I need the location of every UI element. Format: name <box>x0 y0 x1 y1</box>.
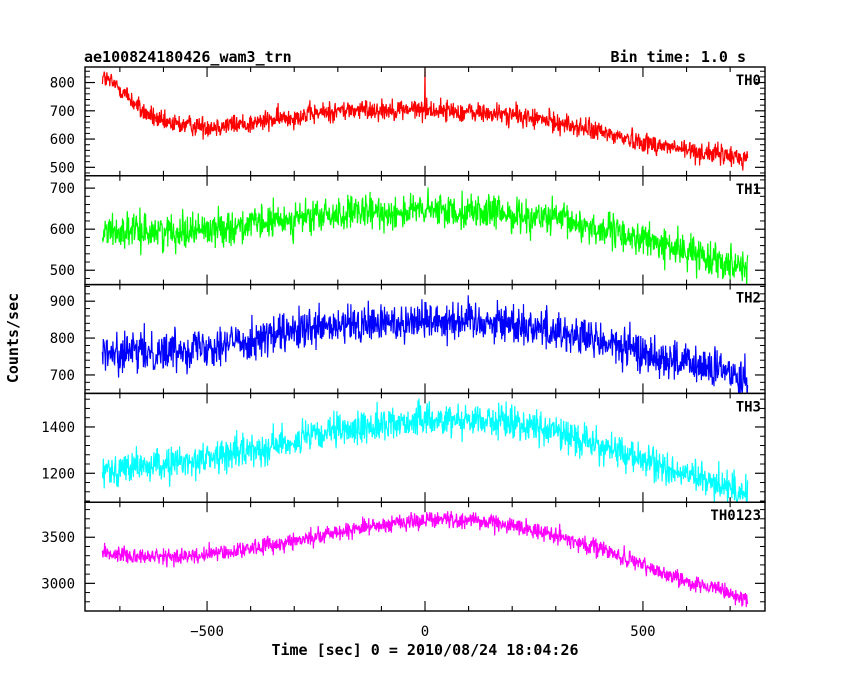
y-tick-label: 3500 <box>41 530 75 546</box>
y-tick-label: 500 <box>50 263 75 279</box>
panel-th2: 700 800 900 TH2 <box>50 283 766 395</box>
x-tick-label: 500 <box>630 624 655 640</box>
panel-th0: 500 600 700 800 TH0 <box>50 66 766 177</box>
y-tick-label: 700 <box>50 181 75 197</box>
x-axis-label: Time [sec] 0 = 2010/08/24 18:04:26 <box>271 641 578 659</box>
y-tick-label: 500 <box>50 160 75 176</box>
y-tick-label: 700 <box>50 368 75 384</box>
y-tick-label: 1200 <box>41 466 75 482</box>
panel-frame-th2 <box>84 283 766 395</box>
x-tick-label: −500 <box>190 624 224 640</box>
panel-th3: 1200 1400 TH3 <box>41 392 766 503</box>
panel-label-th3: TH3 <box>736 399 761 415</box>
panel-label-th0: TH0 <box>736 73 761 89</box>
series-line-th1 <box>101 187 749 285</box>
panel-label-th2: TH2 <box>736 291 761 307</box>
y-tick-label: 600 <box>50 132 75 148</box>
x-tick-label: 0 <box>421 624 429 640</box>
panel-th0123: 3000 3500 TH0123 <box>41 501 766 612</box>
series-line-th2 <box>101 295 749 394</box>
y-tick-label: 900 <box>50 294 75 310</box>
y-tick-label: 700 <box>50 104 75 120</box>
y-tick-label: 3000 <box>41 576 75 592</box>
series-line-th0123 <box>101 511 749 608</box>
y-tick-label: 600 <box>50 222 75 238</box>
panel-label-th1: TH1 <box>736 182 761 198</box>
y-tick-label: 800 <box>50 331 75 347</box>
y-tick-label: 800 <box>50 76 75 92</box>
y-axis-label: Counts/sec <box>4 293 22 383</box>
y-tick-label: 1400 <box>41 420 75 436</box>
bin-time-label: Bin time: 1.0 s <box>611 48 746 66</box>
panel-th1: 500 600 700 TH1 <box>50 175 766 286</box>
panel-label-th0123: TH0123 <box>710 508 761 524</box>
panels-group: 500 600 700 800 TH0 500 600 700 TH1 700 800 900 TH2 1… <box>41 66 766 640</box>
series-line-th3 <box>101 398 749 503</box>
chart-title: ae100824180426_wam3_trn <box>84 48 292 66</box>
panel-frame-th3 <box>84 392 766 503</box>
series-line-th0 <box>101 68 749 171</box>
